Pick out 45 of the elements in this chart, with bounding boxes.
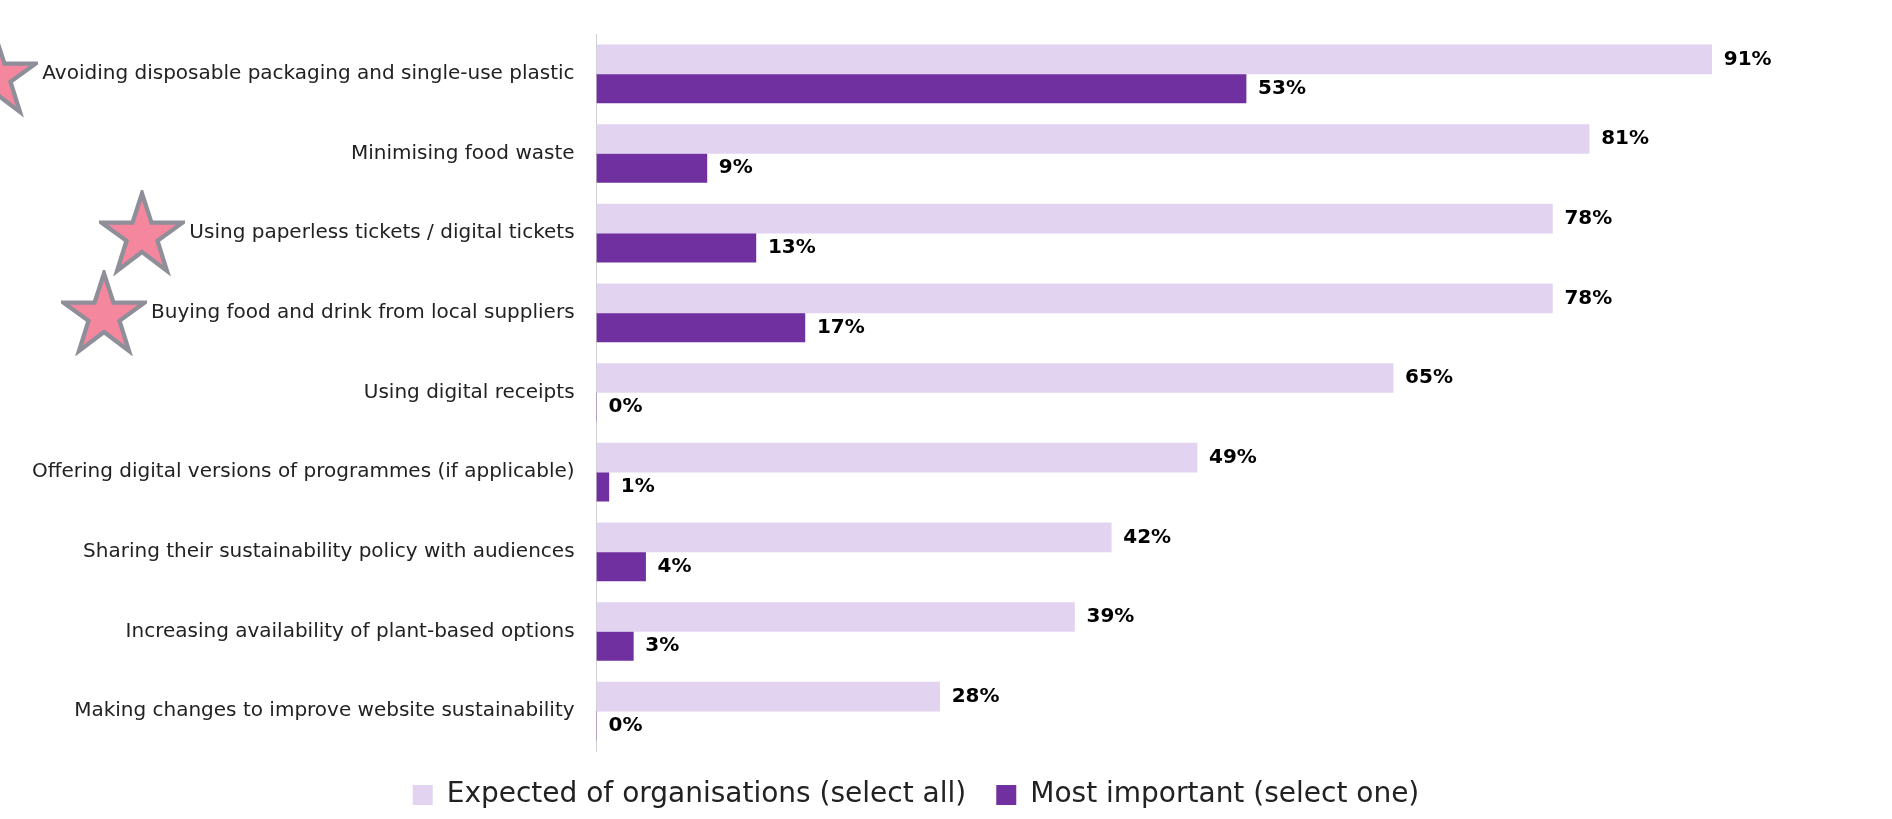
y-tick-label: Making changes to improve website sustainability <box>74 697 575 722</box>
data-label: 78% <box>1564 284 1613 309</box>
bar <box>596 283 1553 314</box>
bar <box>596 153 708 183</box>
data-label: 0% <box>608 393 643 418</box>
legend-label: Most important (select one) <box>1030 776 1420 810</box>
bar <box>596 73 1247 104</box>
bar <box>596 203 1553 234</box>
bar <box>596 471 610 502</box>
bar <box>596 363 1394 393</box>
y-tick-label: Avoiding disposable packaging and single-use plastic <box>42 60 575 85</box>
data-label: 49% <box>1209 443 1257 468</box>
data-label: 53% <box>1258 74 1306 99</box>
data-label: 42% <box>1123 523 1172 548</box>
y-tick-label: Minimising food waste <box>351 139 575 164</box>
data-label: 4% <box>657 552 692 577</box>
data-label: 81% <box>1601 125 1650 150</box>
bar <box>596 681 941 712</box>
legend-label: Expected of organisations (select all) <box>446 776 967 810</box>
y-tick-label: Buying food and drink from local suppliers <box>151 299 575 324</box>
bar <box>596 551 646 582</box>
data-label: 13% <box>767 233 816 258</box>
y-tick-label: Sharing their sustainability policy with audiences <box>83 538 575 563</box>
bar <box>596 124 1590 154</box>
data-label: 65% <box>1405 364 1453 389</box>
data-label: 39% <box>1086 603 1135 628</box>
bar <box>596 602 1075 632</box>
bar <box>596 232 757 263</box>
data-label: 3% <box>645 632 680 657</box>
bar <box>596 631 634 661</box>
data-label: 91% <box>1723 45 1772 70</box>
y-tick-label: Using digital receipts <box>363 378 575 403</box>
y-tick-label: Using paperless tickets / digital tickets <box>189 219 575 244</box>
data-label: 78% <box>1564 204 1613 229</box>
data-label: 1% <box>620 472 655 497</box>
bar <box>596 442 1198 473</box>
data-label: 9% <box>718 154 753 179</box>
bar <box>596 522 1112 553</box>
bar <box>596 44 1713 75</box>
data-label: 17% <box>816 313 865 338</box>
bar <box>596 312 806 343</box>
y-tick-label: Increasing availability of plant-based options <box>125 617 575 642</box>
data-label: 0% <box>608 711 643 736</box>
data-label: 28% <box>951 682 1000 707</box>
y-tick-label: Offering digital versions of programmes (if applicable) <box>32 458 575 483</box>
